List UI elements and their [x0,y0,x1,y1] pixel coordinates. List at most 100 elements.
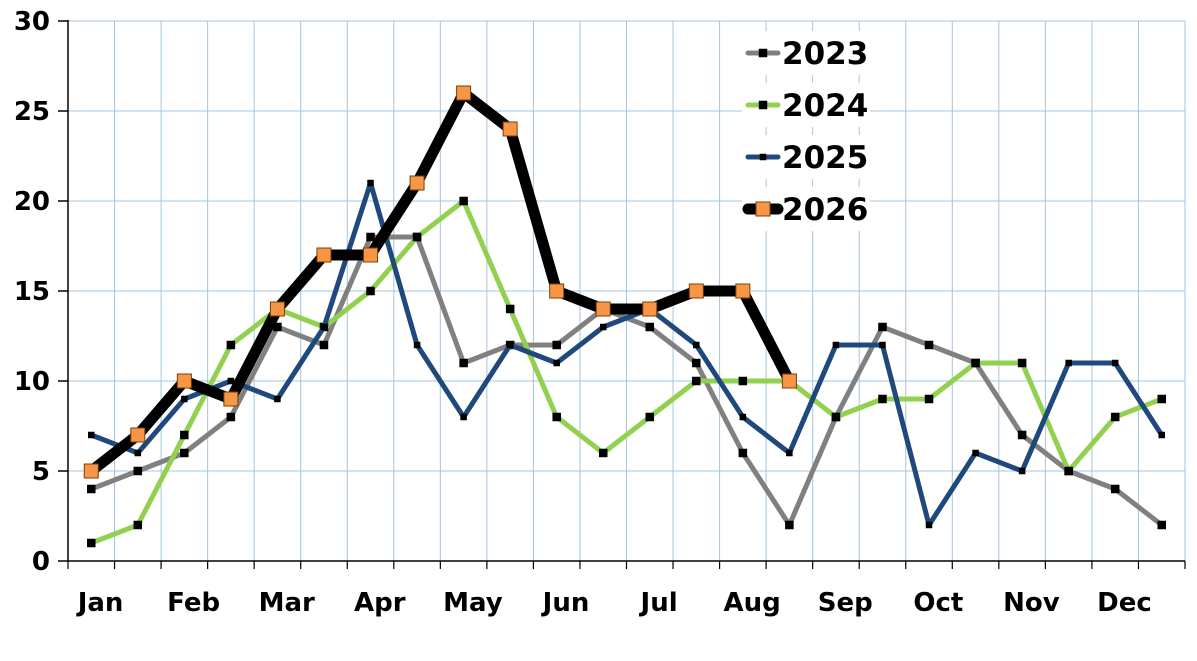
data-point [972,449,979,457]
data-point [505,304,515,314]
y-tick-label: 30 [14,7,50,37]
data-point [924,340,934,350]
data-point [506,341,514,349]
data-point [642,301,658,317]
x-tick-label: Sep [818,588,873,618]
x-tick-label: Dec [1097,588,1152,618]
chart-series [83,85,1166,548]
data-point [552,340,561,350]
data-point [925,521,933,529]
data-point [599,323,607,331]
data-point [738,376,748,386]
data-point [598,448,608,458]
chart-axes [58,20,1186,569]
data-point [181,395,188,403]
data-point [878,322,887,332]
data-point [1157,520,1166,530]
data-point [502,121,518,137]
legend-label: 2026 [782,192,868,228]
data-point [413,341,421,349]
data-point [87,484,96,494]
data-point [456,85,472,101]
y-tick-label: 10 [14,367,50,397]
data-point [367,179,374,187]
x-axis-tick-labels: Jan Feb Mar Apr May Jun Jul Aug Sep Oct Nov Dec [76,588,1152,618]
data-point [409,175,425,191]
data-point [134,449,142,457]
data-point [1017,430,1027,440]
data-point [832,341,840,349]
x-tick-label: Nov [1003,588,1060,618]
data-point [693,341,700,349]
legend-label: 2023 [782,36,868,72]
data-point [688,283,704,299]
x-tick-label: Jun [541,588,590,618]
series-line [88,180,1165,528]
data-point [1110,484,1120,494]
data-point [735,283,751,299]
x-tick-label: Jan [76,588,124,618]
legend-marker-swatch [755,201,771,217]
data-point [320,323,328,331]
data-point [274,395,281,403]
data-point [180,448,189,458]
y-tick-label: 5 [32,457,50,487]
chart-legend: 2023 2024 2025 2026 [742,31,870,231]
data-point [786,449,793,457]
data-point [595,301,611,317]
data-point [553,359,560,367]
data-point [879,341,886,349]
data-point [366,232,375,242]
data-point [363,247,379,263]
x-tick-label: Aug [724,588,781,618]
data-point [1017,358,1027,368]
data-point [133,466,143,476]
y-tick-label: 25 [14,97,50,127]
data-point [645,412,655,422]
x-tick-label: Oct [913,588,963,618]
data-point [226,412,236,422]
data-point [180,430,189,440]
data-point [227,377,235,385]
legend-item: 2026 [742,187,870,231]
data-point [1157,394,1166,404]
data-point [785,520,794,530]
data-point [1065,359,1072,367]
data-point [459,196,468,206]
x-tick-label: Jul [639,588,678,618]
legend-item: 2025 [742,135,870,179]
data-point [87,538,96,548]
data-point [226,340,236,350]
data-point [924,394,934,404]
data-point [1018,467,1026,475]
y-tick-label: 15 [14,277,50,307]
data-point [1111,359,1119,367]
data-point [366,286,375,296]
data-point [971,358,980,368]
data-point [878,394,887,404]
data-point [1064,466,1073,476]
y-tick-label: 0 [32,547,50,577]
data-point [831,412,841,422]
y-tick-label: 20 [14,187,50,217]
data-point [692,376,701,386]
x-tick-label: Mar [259,588,315,618]
x-tick-label: Apr [354,588,406,618]
series-line [85,87,795,477]
data-point [269,301,285,317]
data-point [645,322,655,332]
chart-grid [68,20,1186,561]
legend-item: 2024 [742,83,870,127]
data-point [739,413,747,421]
data-point [459,358,468,368]
data-point [319,340,329,350]
data-point [1158,431,1165,439]
data-point [83,463,99,479]
data-point [88,431,95,439]
series-2025 [88,179,1165,529]
legend-marker-swatch [759,153,767,161]
y-axis-tick-labels: 0 5 10 15 20 25 30 [14,7,50,577]
data-point [460,413,467,421]
series-2026 [83,85,797,479]
